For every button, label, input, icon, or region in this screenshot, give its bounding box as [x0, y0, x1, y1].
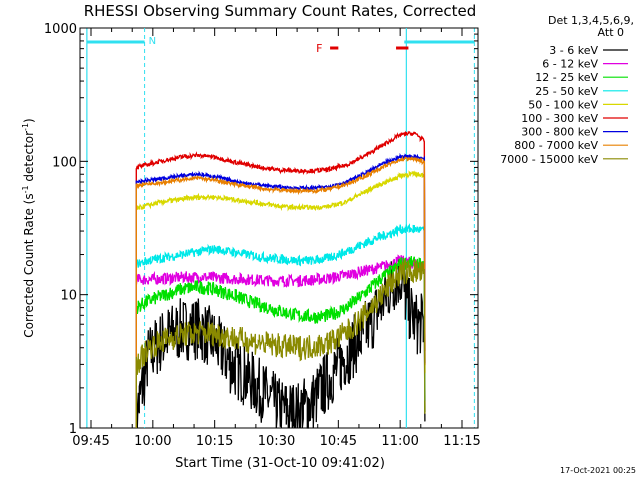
legend-label-1: 6 - 12 keV [542, 58, 598, 71]
series-line-0 [135, 255, 426, 429]
y-axis-label-main: Corrected Count Rate (s [22, 193, 36, 337]
x-tick-label-2: 10:15 [196, 434, 233, 449]
legend-label-6: 300 - 800 keV [521, 126, 598, 139]
series-line-1 [135, 254, 426, 428]
series-line-7 [135, 155, 426, 428]
y-axis-label-mid: detector [22, 131, 36, 186]
series-line-6 [135, 152, 426, 428]
y-tick-label-0: 1 [69, 422, 77, 437]
series-line-8 [135, 257, 426, 428]
series-line-2 [135, 255, 426, 428]
observing-flags: NF [86, 28, 475, 428]
legend-header-line1: Det 1,3,4,5,6,9, [548, 14, 634, 27]
y-axis-label-sup2: -1 [21, 123, 30, 131]
x-tick-label-4: 10:45 [320, 434, 357, 449]
legend-header-line2: Att 0 [598, 26, 624, 39]
y-axis-label-end: ) [22, 118, 36, 123]
legend-label-2: 12 - 25 keV [535, 71, 598, 84]
legend-label-3: 25 - 50 keV [535, 85, 598, 98]
plot-frame [79, 27, 479, 429]
x-tick-label-5: 11:00 [381, 434, 418, 449]
series-line-4 [135, 170, 426, 428]
y-tick-label-2: 100 [52, 155, 77, 170]
timestamp: 17-Oct-2021 00:25 [560, 466, 636, 475]
x-tick-label-6: 11:15 [443, 434, 480, 449]
x-tick-label-0: 09:45 [72, 434, 109, 449]
y-tick-label-3: 1000 [44, 22, 77, 37]
y-axis-label-sup1: -1 [21, 185, 30, 193]
series-line-3 [135, 223, 426, 428]
legend-label-7: 800 - 7000 keV [514, 139, 598, 152]
night-flag-label: N [149, 36, 156, 47]
series-group [135, 130, 426, 429]
series-line-5 [135, 130, 426, 428]
x-tick-label-3: 10:30 [258, 434, 295, 449]
x-tick-label-1: 10:00 [134, 434, 171, 449]
legend-label-4: 50 - 100 keV [528, 98, 598, 111]
x-axis-label: Start Time (31-Oct-10 09:41:02) [175, 456, 385, 471]
legend-label-5: 100 - 300 keV [521, 112, 598, 125]
legend-label-8: 7000 - 15000 keV [500, 153, 598, 166]
y-tick-label-1: 10 [60, 289, 77, 304]
chart-title: RHESSI Observing Summary Count Rates, Co… [84, 2, 477, 20]
axis-ticks: 09:45 10:00 10:15 10:30 10:45 11:00 11:15 1 10 10… [44, 22, 481, 449]
y-axis-label: Corrected Count Rate (s-1 detector-1) [21, 118, 36, 337]
flare-flag-label: F [316, 42, 322, 55]
legend-label-0: 3 - 6 keV [549, 44, 598, 57]
